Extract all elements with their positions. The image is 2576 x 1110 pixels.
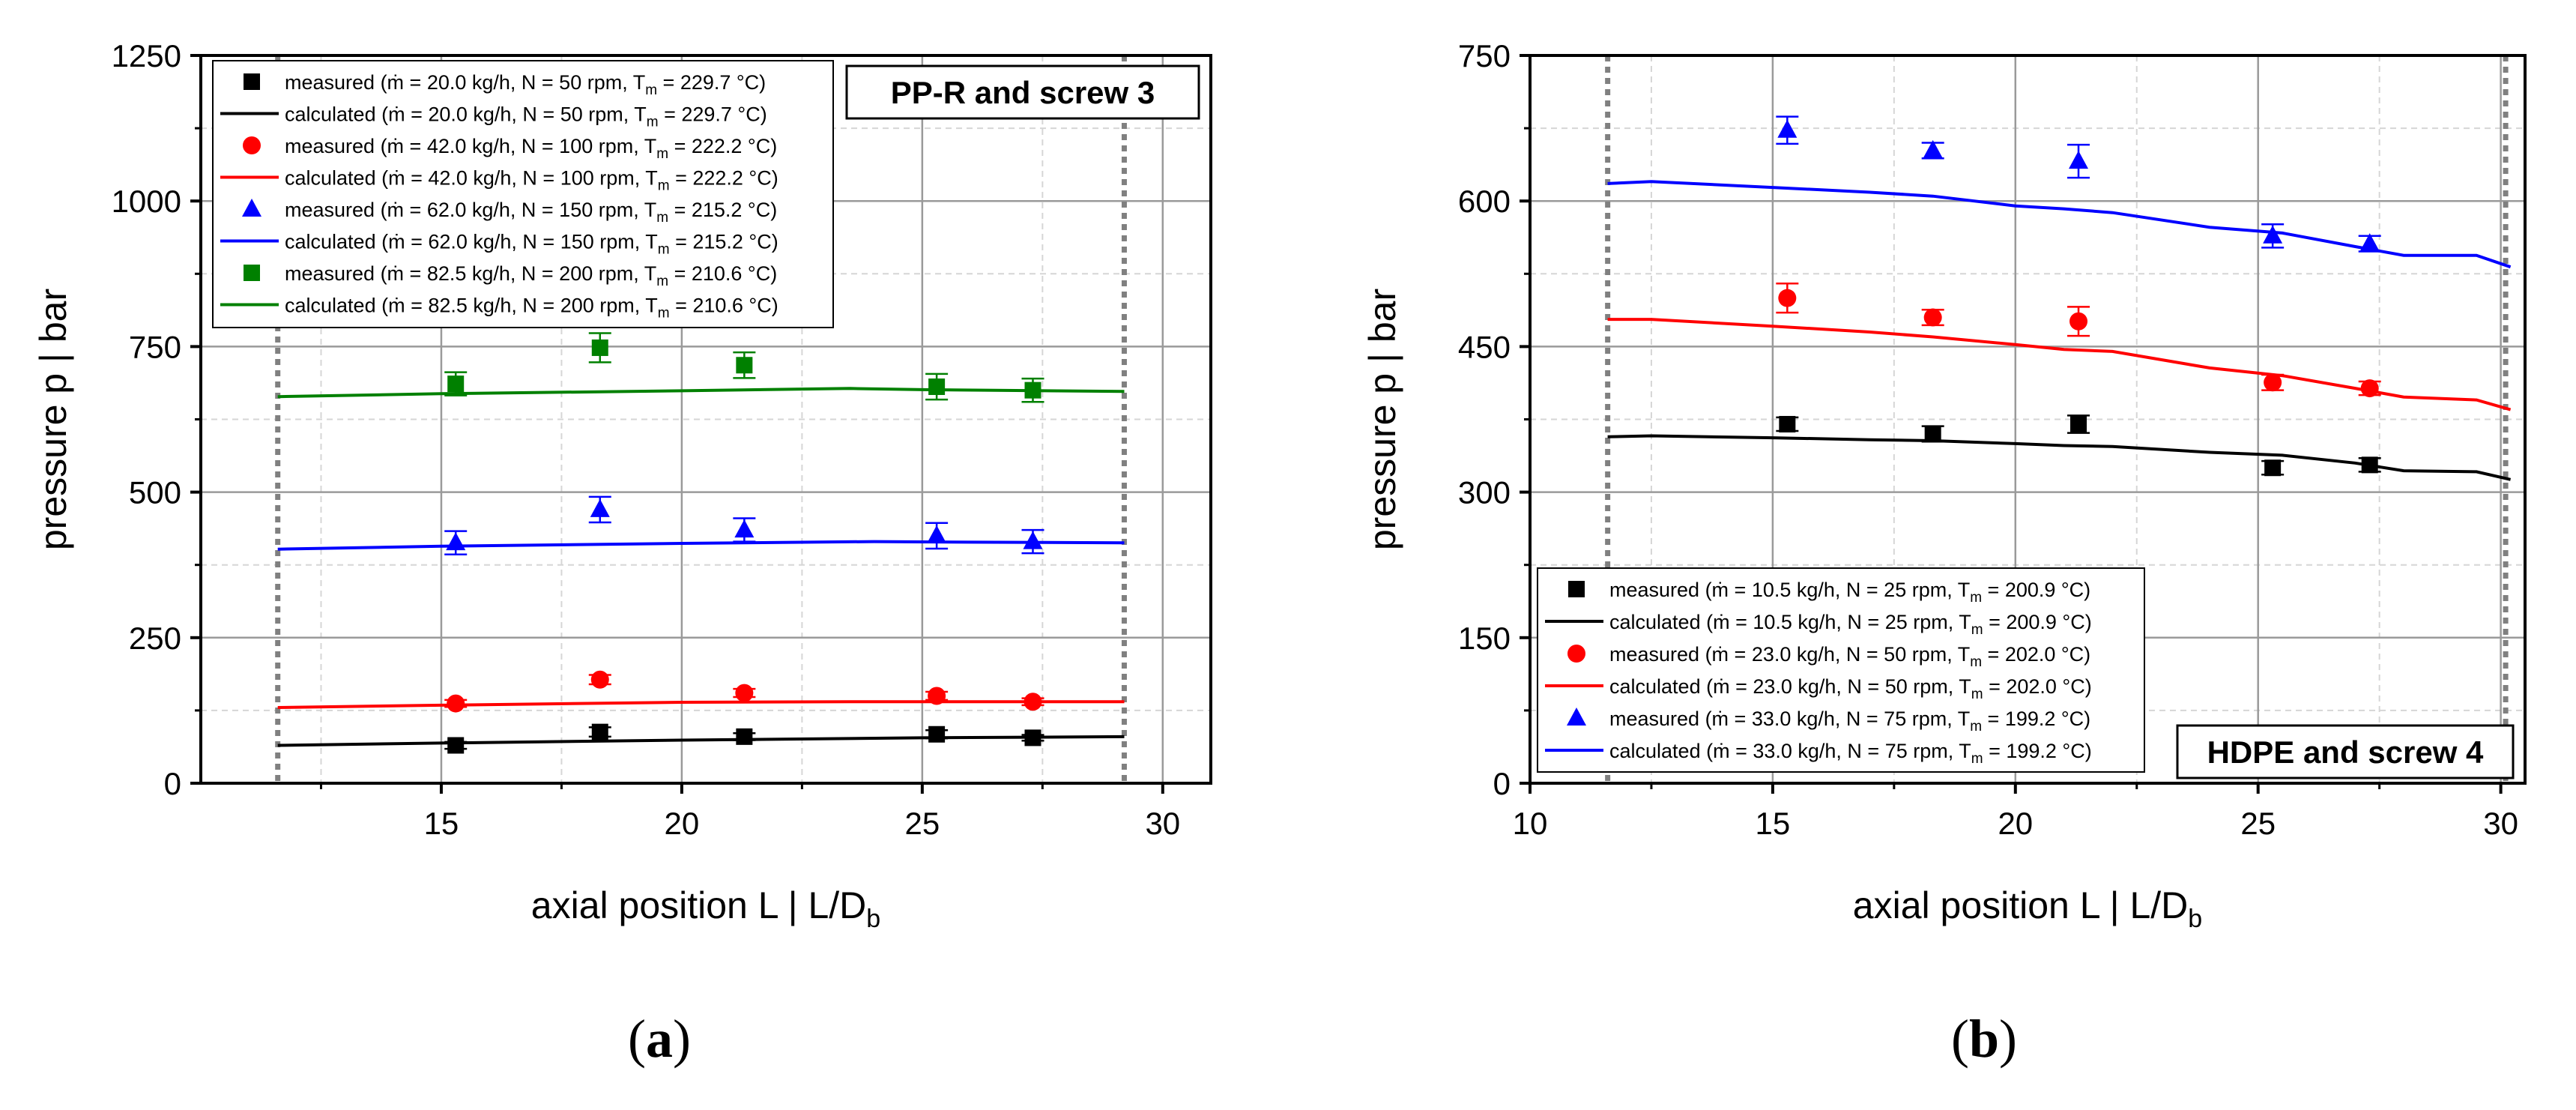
calculated-line <box>278 737 1125 746</box>
data-point <box>2361 379 2379 397</box>
data-point <box>446 532 465 550</box>
data-point <box>2069 313 2087 331</box>
data-point <box>1023 531 1042 549</box>
panel-caption: (a) <box>628 1009 691 1069</box>
y-tick-label: 0 <box>164 766 181 801</box>
y-tick-label: 750 <box>1458 38 1511 73</box>
data-point <box>1925 426 1941 442</box>
data-point <box>447 375 464 392</box>
x-tick-label: 15 <box>424 806 459 841</box>
data-point <box>590 499 610 517</box>
data-point <box>1778 289 1796 307</box>
x-tick-label: 10 <box>1513 806 1548 841</box>
data-point <box>734 519 754 537</box>
data-point <box>2069 151 2088 169</box>
y-tick-label: 300 <box>1458 475 1511 510</box>
data-point <box>592 340 608 356</box>
x-axis-label: axial position L | L/Db <box>1853 884 2202 933</box>
legend-marker <box>244 73 260 90</box>
data-point <box>592 724 608 740</box>
chart-title: PP-R and screw 3 <box>891 75 1155 110</box>
legend: measured (ṁ = 20.0 kg/h, N = 50 rpm, Tm … <box>213 61 833 328</box>
data-point <box>2070 416 2087 432</box>
data-point <box>2362 456 2378 473</box>
chart-panel-b: 0 150 300 450 600 750 10 15 20 25 30 axial position… <box>1361 38 2525 1069</box>
data-point <box>591 671 609 689</box>
x-tick-label: 25 <box>904 806 940 841</box>
y-tick-label: 750 <box>129 329 181 364</box>
y-tick-label: 150 <box>1458 621 1511 656</box>
data-point <box>736 729 752 745</box>
data-point <box>928 378 945 395</box>
figure: 02505007501000125015 20 25 30axial position… <box>0 0 2576 1110</box>
data-point <box>447 695 465 713</box>
y-tick-label: 0 <box>1493 766 1511 801</box>
data-point <box>447 738 464 754</box>
calculated-line <box>1608 181 2511 267</box>
data-point <box>2263 226 2282 244</box>
y-tick-label: 600 <box>1458 184 1511 219</box>
y-axis-label: pressure p | bar <box>1361 289 1403 550</box>
legend-marker <box>1568 581 1585 597</box>
legend-frame <box>213 61 833 328</box>
x-tick-label: 30 <box>2483 806 2518 841</box>
x-axis-label: axial position L | L/Db <box>531 884 880 933</box>
data-point <box>1024 693 1041 711</box>
legend-marker <box>1567 645 1585 663</box>
legend-marker <box>243 136 261 154</box>
calculated-line <box>278 702 1125 708</box>
y-tick-label: 250 <box>129 621 181 656</box>
chart-title: HDPE and screw 4 <box>2207 735 2484 770</box>
y-tick-label: 450 <box>1458 329 1511 364</box>
data-point <box>735 684 753 702</box>
data-point <box>2264 373 2282 391</box>
data-point <box>2264 459 2281 476</box>
legend: measured (ṁ = 10.5 kg/h, N = 25 rpm, Tm … <box>1538 568 2144 772</box>
x-tick-label: 25 <box>2240 806 2276 841</box>
y-tick-label: 500 <box>129 475 181 510</box>
data-point <box>1924 309 1942 327</box>
x-tick-label: 15 <box>1756 806 1791 841</box>
y-tick-label: 1000 <box>112 184 181 219</box>
data-point <box>1024 729 1041 746</box>
data-point <box>928 687 946 705</box>
legend-marker <box>244 265 260 281</box>
x-tick-label: 20 <box>1998 806 2033 841</box>
data-point <box>736 357 752 373</box>
calculated-line <box>278 542 1125 549</box>
data-point <box>1779 416 1795 432</box>
x-tick-label: 30 <box>1145 806 1180 841</box>
data-point <box>1024 382 1041 399</box>
calculated-line <box>1608 319 2511 409</box>
panel-caption: (b) <box>1951 1009 2017 1069</box>
data-point <box>928 726 945 743</box>
data-point <box>927 525 946 543</box>
calculated-line <box>278 388 1125 396</box>
y-tick-label: 1250 <box>112 38 181 73</box>
x-tick-label: 20 <box>665 806 700 841</box>
chart-panel-a: 0 250 500 750 1000 1250 15 20 25 30 axial position… <box>32 38 1211 1069</box>
y-axis-label: pressure p | bar <box>32 289 74 550</box>
